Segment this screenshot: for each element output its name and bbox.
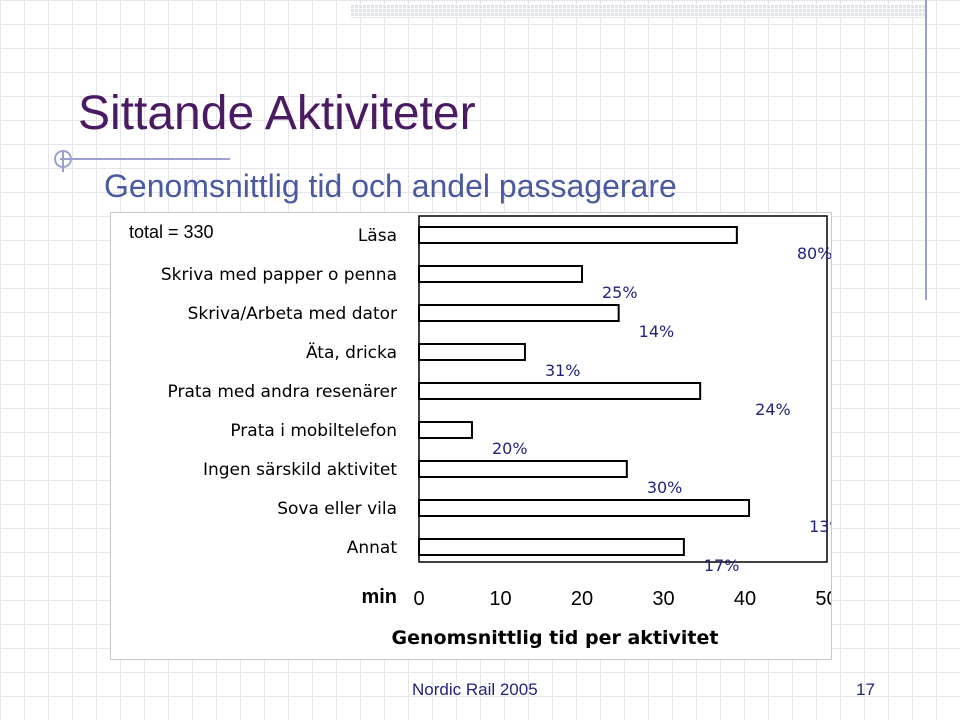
- category-label: Skriva med papper o penna: [161, 265, 397, 285]
- category-label: Ingen särskild aktivitet: [203, 460, 397, 480]
- bar: [418, 382, 702, 400]
- x-tick-label: 0: [413, 588, 424, 610]
- bar: [418, 499, 751, 517]
- bar: [418, 421, 473, 439]
- x-axis-unit: min: [361, 586, 397, 608]
- slide-title: Sittande Aktiviteter: [78, 87, 476, 140]
- bars-layer: Läsa 80% Skriva med papper o penna 25% Skriv…: [161, 226, 831, 575]
- category-label: Äta, dricka: [306, 342, 397, 363]
- share-label: 14%: [639, 322, 675, 341]
- bar-chart: total = 330 Läsa 80% Skriva med papper o p…: [129, 215, 831, 649]
- x-tick-label: 10: [489, 588, 511, 610]
- decorative-horizontal-line: [60, 158, 230, 160]
- share-label: 25%: [602, 283, 638, 302]
- bar: [418, 265, 583, 283]
- share-label: 24%: [755, 400, 791, 419]
- page-number: 17: [856, 680, 875, 699]
- chart-panel: total = 330 Läsa 80% Skriva med papper o p…: [110, 212, 832, 660]
- share-label: 20%: [492, 439, 528, 458]
- category-label: Prata i mobiltelefon: [230, 421, 397, 441]
- share-label: 17%: [704, 556, 740, 575]
- share-label: 80%: [797, 244, 831, 263]
- category-label: Läsa: [358, 226, 397, 246]
- decorative-vertical-line: [925, 0, 927, 300]
- x-tick-label: 50: [815, 588, 831, 610]
- bar: [418, 460, 628, 478]
- x-tick-label: 20: [571, 588, 593, 610]
- share-label: 30%: [647, 478, 683, 497]
- category-label: Prata med andra resenärer: [168, 382, 398, 402]
- bar: [418, 343, 526, 361]
- x-tick-label: 30: [652, 588, 674, 610]
- bar: [418, 226, 738, 244]
- category-label: Sova eller vila: [277, 499, 397, 519]
- category-label: Annat: [347, 538, 398, 558]
- chart-total-note: total = 330: [129, 222, 214, 242]
- decorative-circle-icon: [54, 150, 72, 168]
- x-tick-label: 40: [734, 588, 756, 610]
- footer-text: Nordic Rail 2005: [412, 680, 538, 699]
- category-label: Skriva/Arbeta med dator: [188, 304, 397, 324]
- share-label: 31%: [545, 361, 581, 380]
- share-label: 13%: [809, 517, 831, 536]
- bar: [418, 304, 620, 322]
- slide-subtitle: Genomsnittlig tid och andel passagerare: [104, 168, 677, 204]
- bar: [418, 538, 685, 556]
- header-pattern-bar: [350, 4, 926, 18]
- x-axis-title: Genomsnittlig tid per aktivitet: [392, 627, 719, 649]
